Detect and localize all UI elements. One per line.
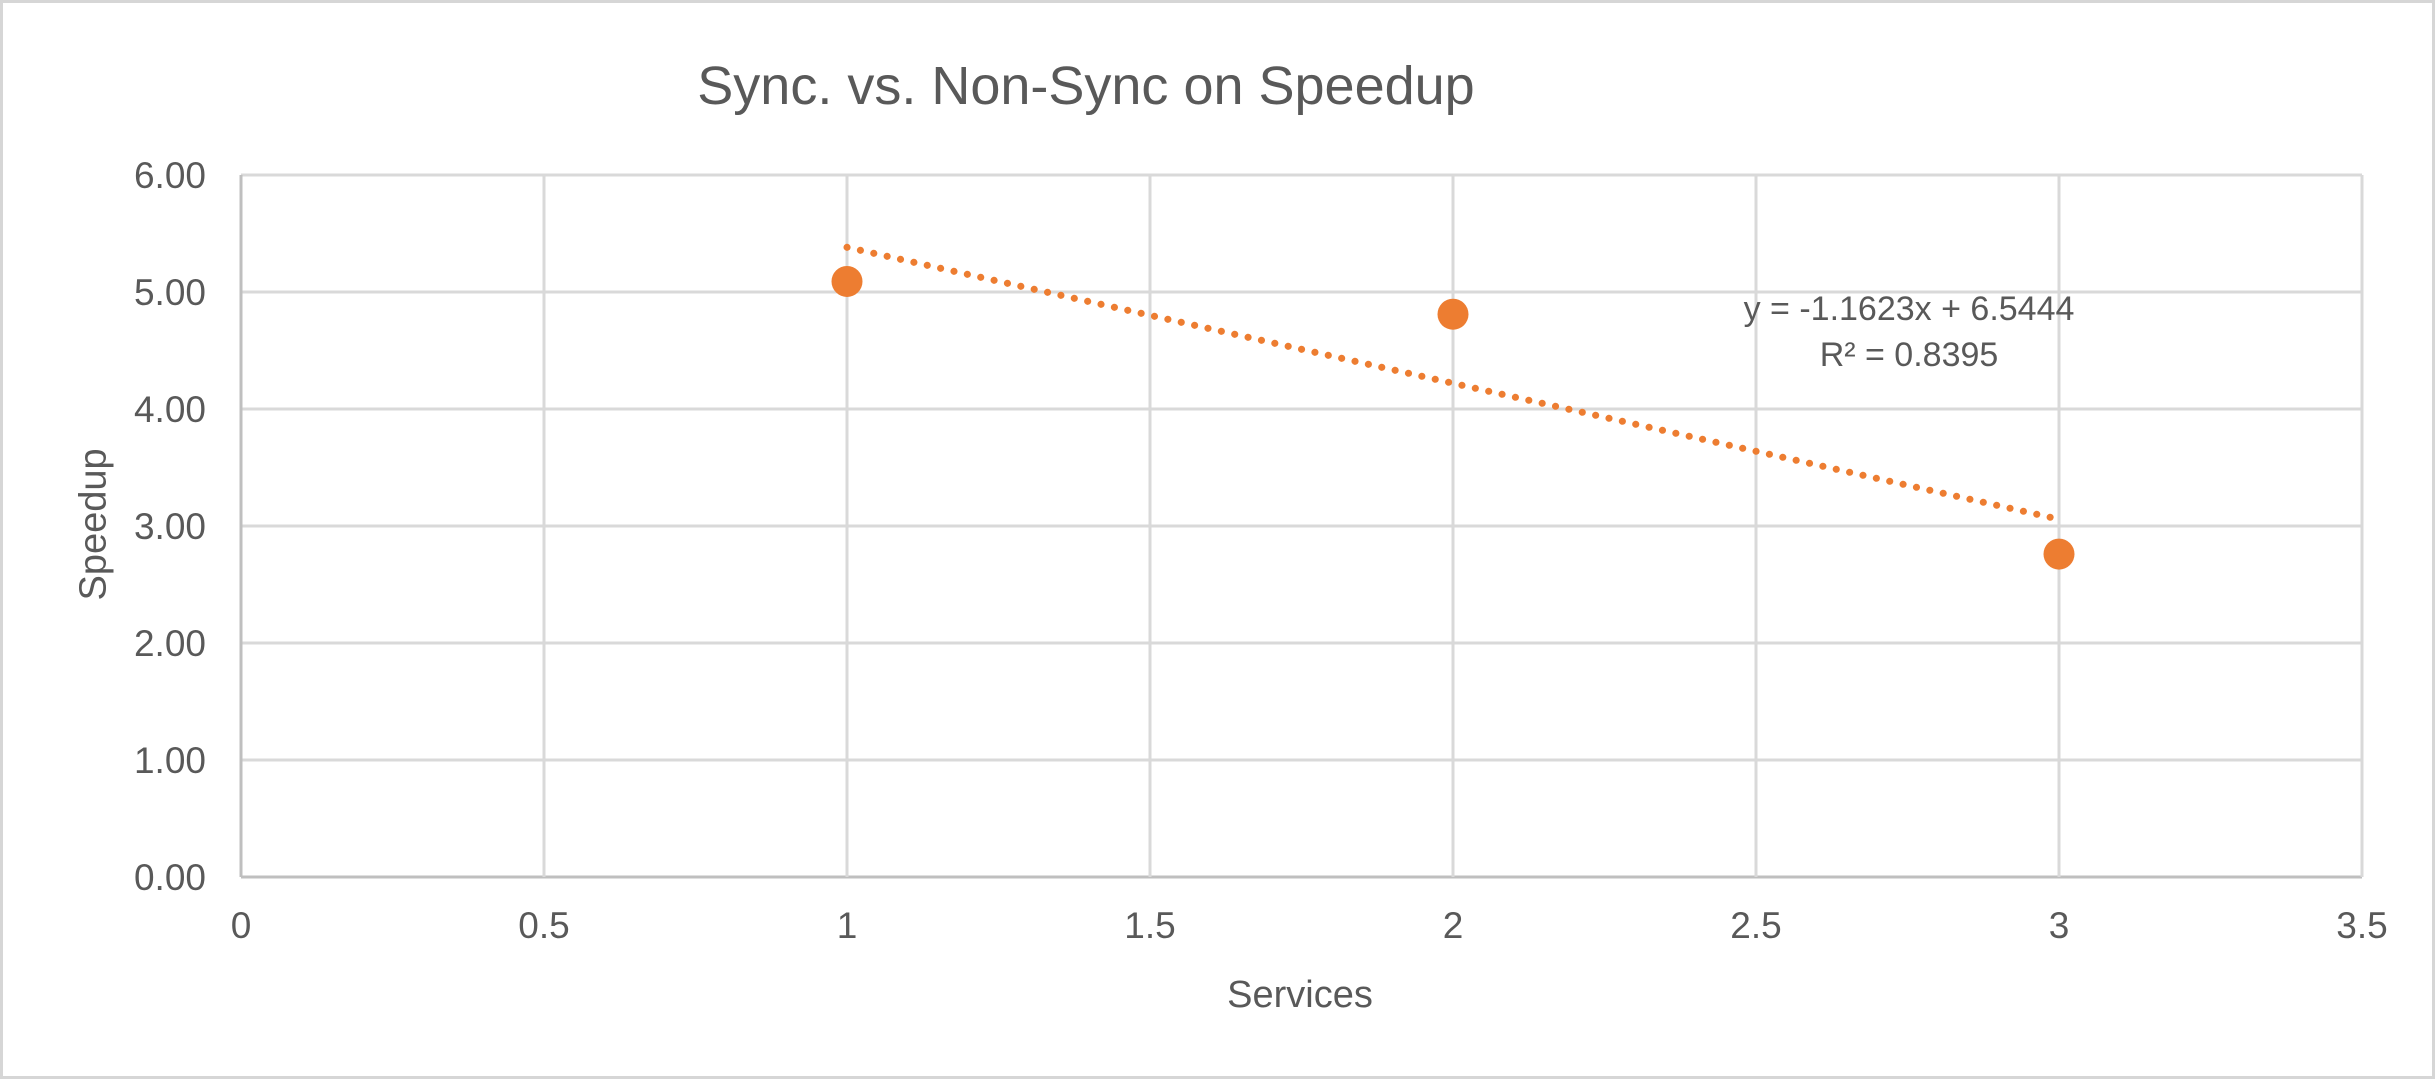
x-tick-label: 2.5 [1730,905,1781,946]
data-point [831,265,863,297]
x-tick-label: 3.5 [2336,905,2387,946]
x-tick-label: 1.5 [1124,905,1175,946]
y-tick-label: 1.00 [134,740,206,781]
x-tick-label: 0.5 [518,905,569,946]
trendline-dotted [843,243,2063,523]
trendline-equation-label: y = -1.1623x + 6.5444 [1743,290,2075,328]
data-point [1437,298,1469,330]
y-tick-label: 4.00 [134,389,206,430]
trendline-r2-label: R² = 0.8395 [1819,336,1999,374]
x-tick-label: 0 [231,905,252,946]
x-tick-label: 2 [1443,905,1464,946]
x-tick-label: 1 [837,905,858,946]
y-tick-label: 6.00 [134,155,206,196]
data-point [2043,538,2075,570]
plot-area-svg: 0.00 1.00 2.00 3.00 4.00 5.00 6.00 0 0.5 1 1.5 2 2.5… [134,155,2388,946]
y-tick-label: 5.00 [134,272,206,313]
y-tick-label: 2.00 [134,623,206,664]
x-tick-label: 3 [2049,905,2070,946]
y-tick-label: 0.00 [134,857,206,898]
trendline-annotation: y = -1.1623x + 6.5444 R² = 0.8395 [1744,286,2075,378]
y-axis-title: Speedup [72,448,115,601]
chart-title: Sync. vs. Non-Sync on Speedup [697,56,1475,116]
y-tick-label: 3.00 [134,506,206,547]
x-axis-title: Services [1227,974,1373,1016]
